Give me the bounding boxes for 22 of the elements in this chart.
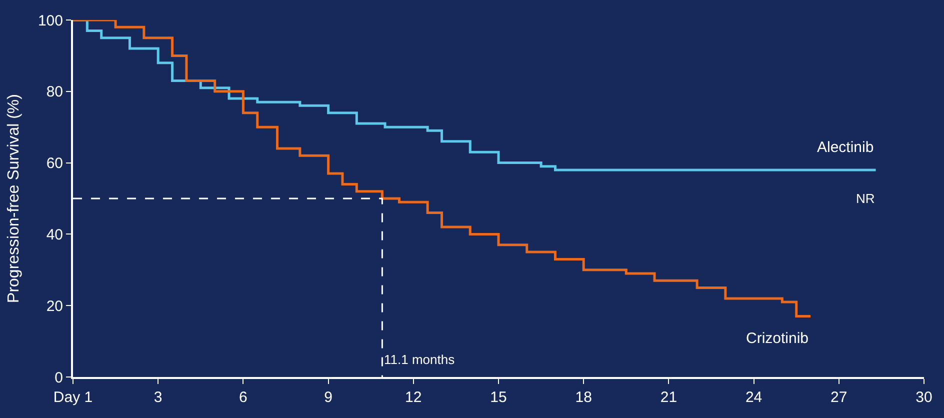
y-tick-label: 20	[46, 298, 63, 315]
x-tick-label: 30	[916, 389, 932, 406]
series-label: Crizotinib	[746, 330, 809, 347]
x-tick-label: 27	[830, 389, 848, 406]
annotation: NR	[856, 191, 875, 206]
annotation: 11.1 months	[384, 352, 456, 367]
y-tick-label: 100	[38, 12, 63, 30]
y-axis-title: Progression-free Survival (%)	[5, 94, 22, 303]
x-tick-label: 18	[575, 389, 592, 406]
x-tick-label: 6	[239, 389, 248, 406]
x-tick-label: 21	[660, 389, 678, 406]
x-tick-label: Day 1	[53, 389, 93, 406]
y-tick-label: 0	[54, 369, 63, 386]
x-tick-label: 15	[490, 389, 507, 406]
x-tick-label: 24	[745, 389, 762, 406]
x-tick-label: 9	[324, 389, 332, 406]
y-tick-label: 80	[46, 84, 63, 101]
x-tick-label: 3	[154, 389, 162, 406]
y-tick-label: 60	[46, 155, 63, 172]
x-tick-label: 12	[405, 389, 422, 406]
y-tick-label: 40	[46, 226, 63, 244]
series-label: Alectinib	[817, 139, 874, 156]
